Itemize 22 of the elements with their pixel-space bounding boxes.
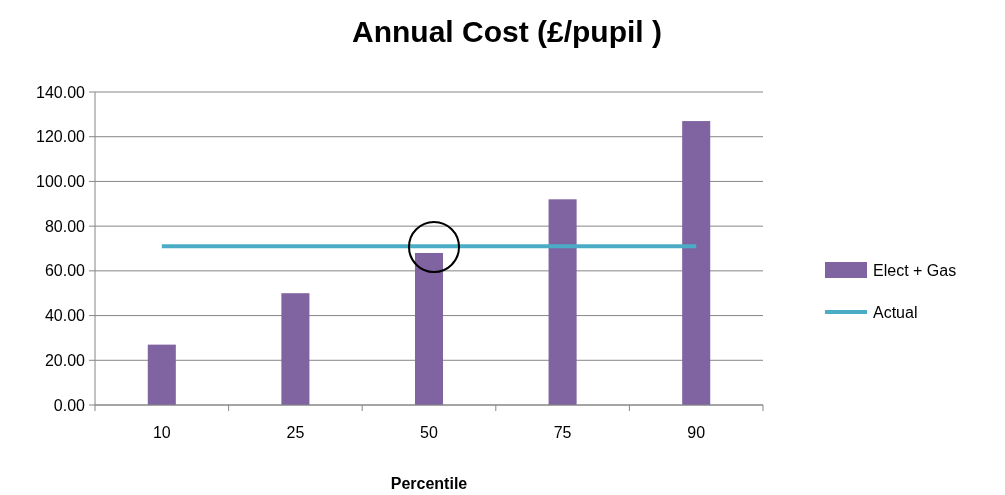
x-tick-label: 50 xyxy=(420,424,438,441)
legend-label: Actual xyxy=(873,303,918,321)
x-tick-label: 10 xyxy=(152,424,171,441)
y-tick-label: 40.00 xyxy=(44,307,86,325)
y-tick-label: 140.00 xyxy=(36,83,86,101)
x-tick-label: 25 xyxy=(286,424,305,441)
bar xyxy=(548,199,577,405)
bar xyxy=(147,344,176,405)
chart-title: Annual Cost (£/pupil ) xyxy=(352,15,662,48)
y-tick-label: 80.00 xyxy=(44,217,86,235)
y-tick-label: 0.00 xyxy=(53,396,86,414)
legend-label: Elect + Gas xyxy=(873,261,957,279)
y-tick-label: 60.00 xyxy=(44,262,86,280)
x-axis-title: Percentile xyxy=(390,475,468,492)
x-tick-label: 75 xyxy=(553,424,572,441)
y-tick-label: 20.00 xyxy=(44,351,86,369)
x-tick-label: 90 xyxy=(687,424,706,441)
y-tick-label: 120.00 xyxy=(36,128,86,146)
bar xyxy=(414,252,444,405)
bar xyxy=(682,121,711,405)
y-tick-label: 100.00 xyxy=(36,173,86,191)
bar xyxy=(281,293,310,405)
